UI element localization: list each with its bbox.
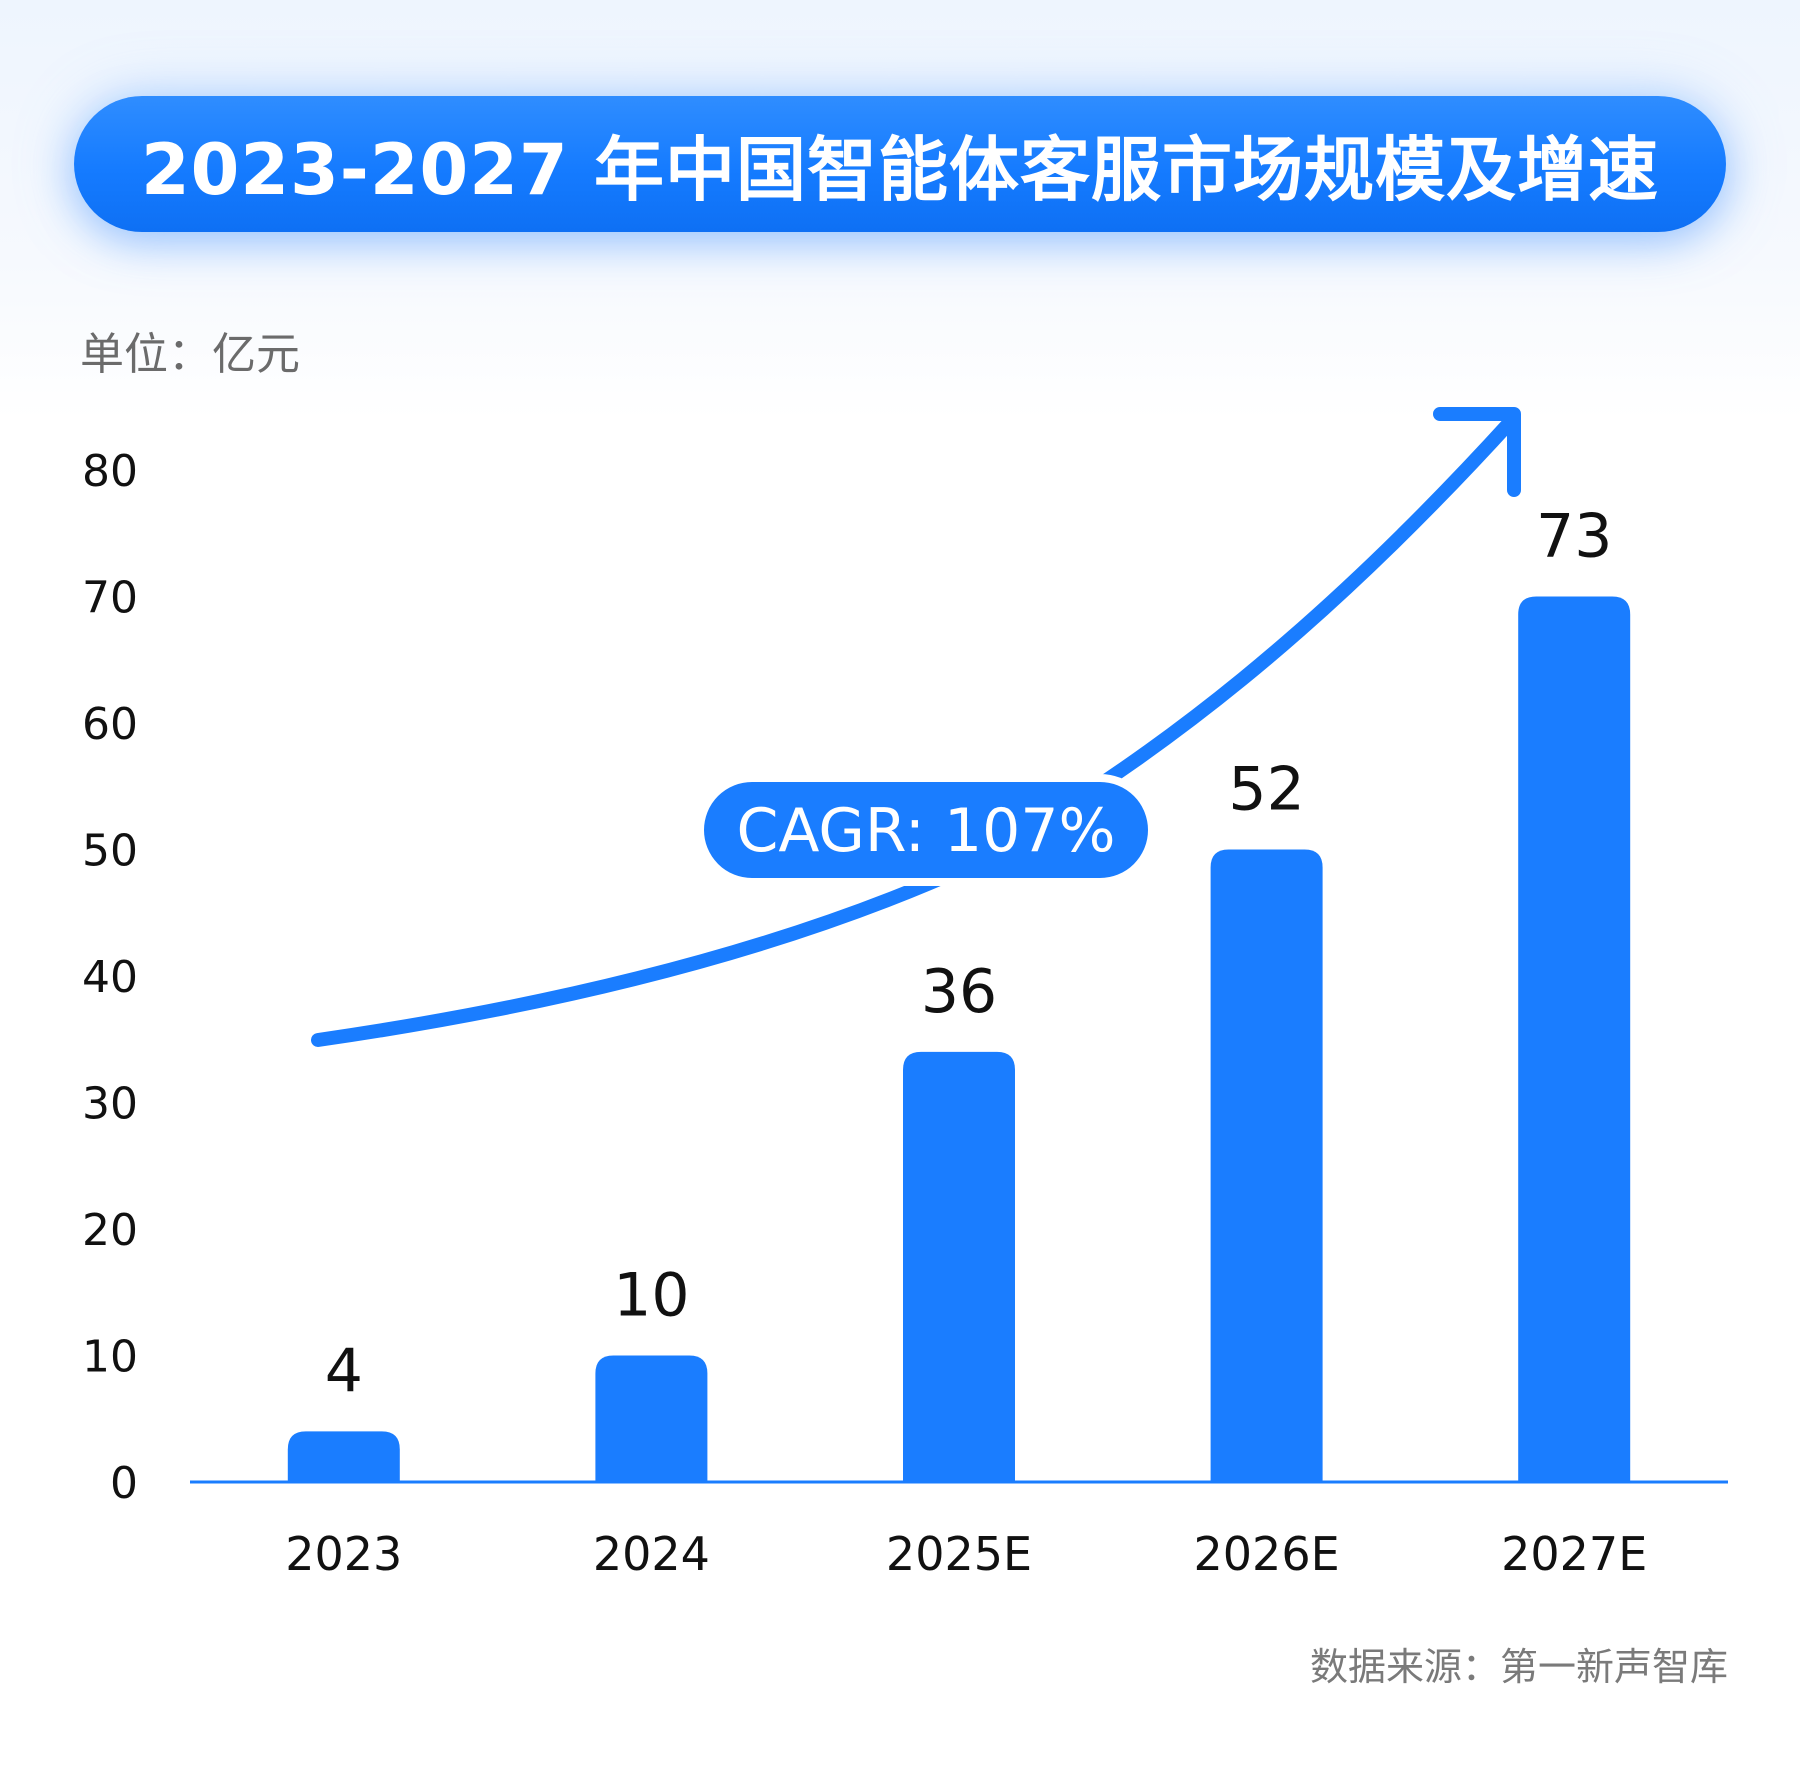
- data-label-2025E: 36: [921, 957, 997, 1027]
- x-tick-label-2026E: 2026E: [1194, 1527, 1340, 1581]
- x-tick-label-2024: 2024: [593, 1527, 710, 1581]
- y-tick-label: 20: [82, 1205, 138, 1256]
- growth-trend: [311, 407, 1521, 1047]
- data-label-2023: 4: [325, 1336, 363, 1406]
- bar-2025E: [903, 1051, 1015, 1482]
- trend-curve: [311, 413, 1519, 1047]
- bar-2026E: [1210, 849, 1323, 1482]
- y-tick-label: 60: [82, 699, 138, 750]
- y-tick-label: 40: [82, 952, 138, 1003]
- y-axis-ticks: 0 10 20 30 40 50 60 70 80: [82, 446, 138, 1509]
- y-tick-label: 50: [82, 826, 138, 877]
- y-tick-label: 70: [82, 573, 138, 624]
- value-labels: 4 10 36 52 73: [325, 502, 1613, 1407]
- bar-2027E: [1518, 596, 1631, 1482]
- y-tick-label: 0: [110, 1458, 138, 1509]
- unit-label: 单位：亿元: [80, 329, 300, 380]
- chart-title-banner: 2023-2027 年中国智能体客服市场规模及增速: [74, 96, 1726, 232]
- bar-2023: [287, 1431, 400, 1482]
- data-source: 数据来源：第一新声智库: [1309, 1645, 1728, 1689]
- cagr-pill: [696, 774, 1156, 886]
- category-labels: 2023 2024 2025E 2026E 2027E: [285, 1527, 1647, 1581]
- data-label-2024: 10: [613, 1261, 689, 1331]
- bars: [287, 596, 1631, 1482]
- y-tick-label: 10: [82, 1332, 138, 1383]
- x-tick-label-2025E: 2025E: [886, 1527, 1032, 1581]
- cagr-badge: CAGR: 107%: [696, 774, 1156, 886]
- data-label-2026E: 52: [1228, 755, 1304, 825]
- y-tick-label: 30: [82, 1079, 138, 1130]
- bar-2024: [595, 1355, 708, 1482]
- arrow-head-icon: [1433, 407, 1521, 497]
- x-tick-label-2023: 2023: [285, 1527, 402, 1581]
- cagr-label: CAGR: 107%: [736, 796, 1115, 866]
- data-label-2027E: 73: [1536, 502, 1612, 572]
- y-tick-label: 80: [82, 446, 138, 497]
- x-tick-label-2027E: 2027E: [1501, 1527, 1647, 1581]
- chart-title: 2023-2027 年中国智能体客服市场规模及增速: [140, 128, 1660, 211]
